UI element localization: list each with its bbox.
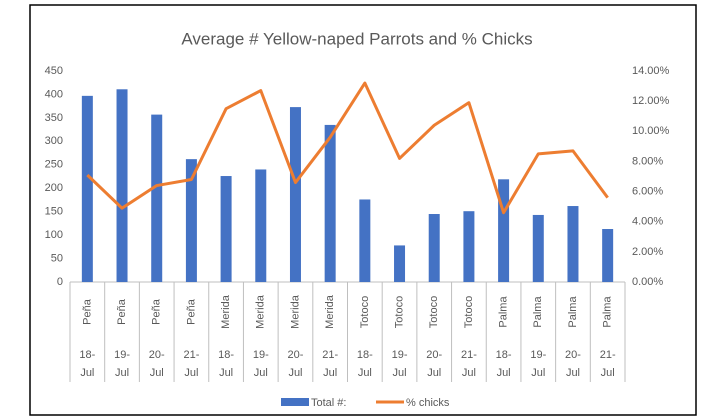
y-tick-label: 0 [57, 276, 63, 288]
site-label: Palma [532, 296, 544, 328]
date-label: 18-Jul [218, 349, 235, 379]
y-tick-label: 200 [45, 182, 63, 194]
date-label: 20-Jul [565, 349, 581, 379]
site-label: Merida [220, 294, 232, 329]
bar [220, 176, 232, 282]
y2-tick-label: 14.00% [632, 65, 670, 77]
y-tick-label: 400 [45, 88, 63, 100]
bar [394, 245, 406, 282]
bar [116, 89, 128, 282]
bar [602, 229, 614, 282]
bar [463, 211, 475, 282]
site-label: Palma [567, 296, 579, 328]
bar [567, 206, 579, 282]
chart-title: Average # Yellow-naped Parrots and % Chi… [181, 29, 532, 48]
bar [532, 214, 544, 282]
bar [255, 169, 267, 282]
y-tick-label: 300 [45, 135, 63, 147]
y-tick-label: 50 [51, 252, 63, 264]
y-tick-label: 100 [45, 229, 63, 241]
legend-label: Total #: [311, 397, 346, 409]
legend-label: % chicks [406, 397, 450, 409]
date-label: 21-Jul [460, 349, 477, 379]
bar [324, 124, 336, 282]
site-label: Peña [185, 298, 197, 325]
y2-tick-label: 12.00% [632, 95, 670, 107]
date-label: 18-Jul [79, 349, 96, 379]
site-label: Peña [81, 298, 93, 325]
bar [81, 95, 93, 283]
date-label: 21-Jul [183, 349, 200, 379]
site-label: Palma [498, 296, 510, 328]
site-label: Palma [602, 296, 614, 328]
site-label: Merida [289, 294, 301, 329]
y-tick-label: 350 [45, 112, 63, 124]
bar [498, 179, 510, 282]
y2-tick-label: 2.00% [632, 246, 663, 258]
line [86, 81, 609, 215]
date-label: 19-Jul [252, 349, 269, 379]
date-label: 18-Jul [356, 349, 373, 379]
legend-swatch [281, 398, 309, 406]
date-label: 21-Jul [322, 349, 339, 379]
y2-tick-label: 10.00% [632, 125, 670, 137]
site-label: Totoco [393, 296, 405, 328]
site-label: Merida [324, 294, 336, 329]
bar [185, 159, 197, 282]
y2-tick-label: 6.00% [632, 185, 663, 197]
date-label: 18-Jul [495, 349, 512, 379]
y2-tick-label: 8.00% [632, 155, 663, 167]
site-label: Merida [255, 294, 267, 329]
y-tick-label: 250 [45, 159, 63, 171]
bar [151, 114, 163, 283]
y-tick-label: 450 [45, 65, 63, 77]
date-label: 20-Jul [426, 349, 443, 379]
site-label: Totoco [463, 296, 475, 328]
bar [428, 214, 440, 282]
bar [289, 107, 301, 282]
site-label: Peña [116, 298, 128, 325]
y2-tick-label: 0.00% [632, 276, 663, 288]
date-label: 21-Jul [599, 349, 616, 379]
date-label: 20-Jul [148, 349, 165, 379]
y-tick-label: 150 [45, 206, 63, 218]
site-label: Totoco [428, 296, 440, 328]
date-label: 19-Jul [530, 349, 547, 379]
y2-tick-label: 4.00% [632, 216, 663, 228]
date-label: 19-Jul [391, 349, 408, 379]
date-label: 19-Jul [114, 349, 130, 379]
bar [359, 199, 371, 282]
date-label: 20-Jul [287, 349, 304, 379]
site-label: Totoco [359, 296, 371, 328]
site-label: Peña [151, 298, 163, 325]
